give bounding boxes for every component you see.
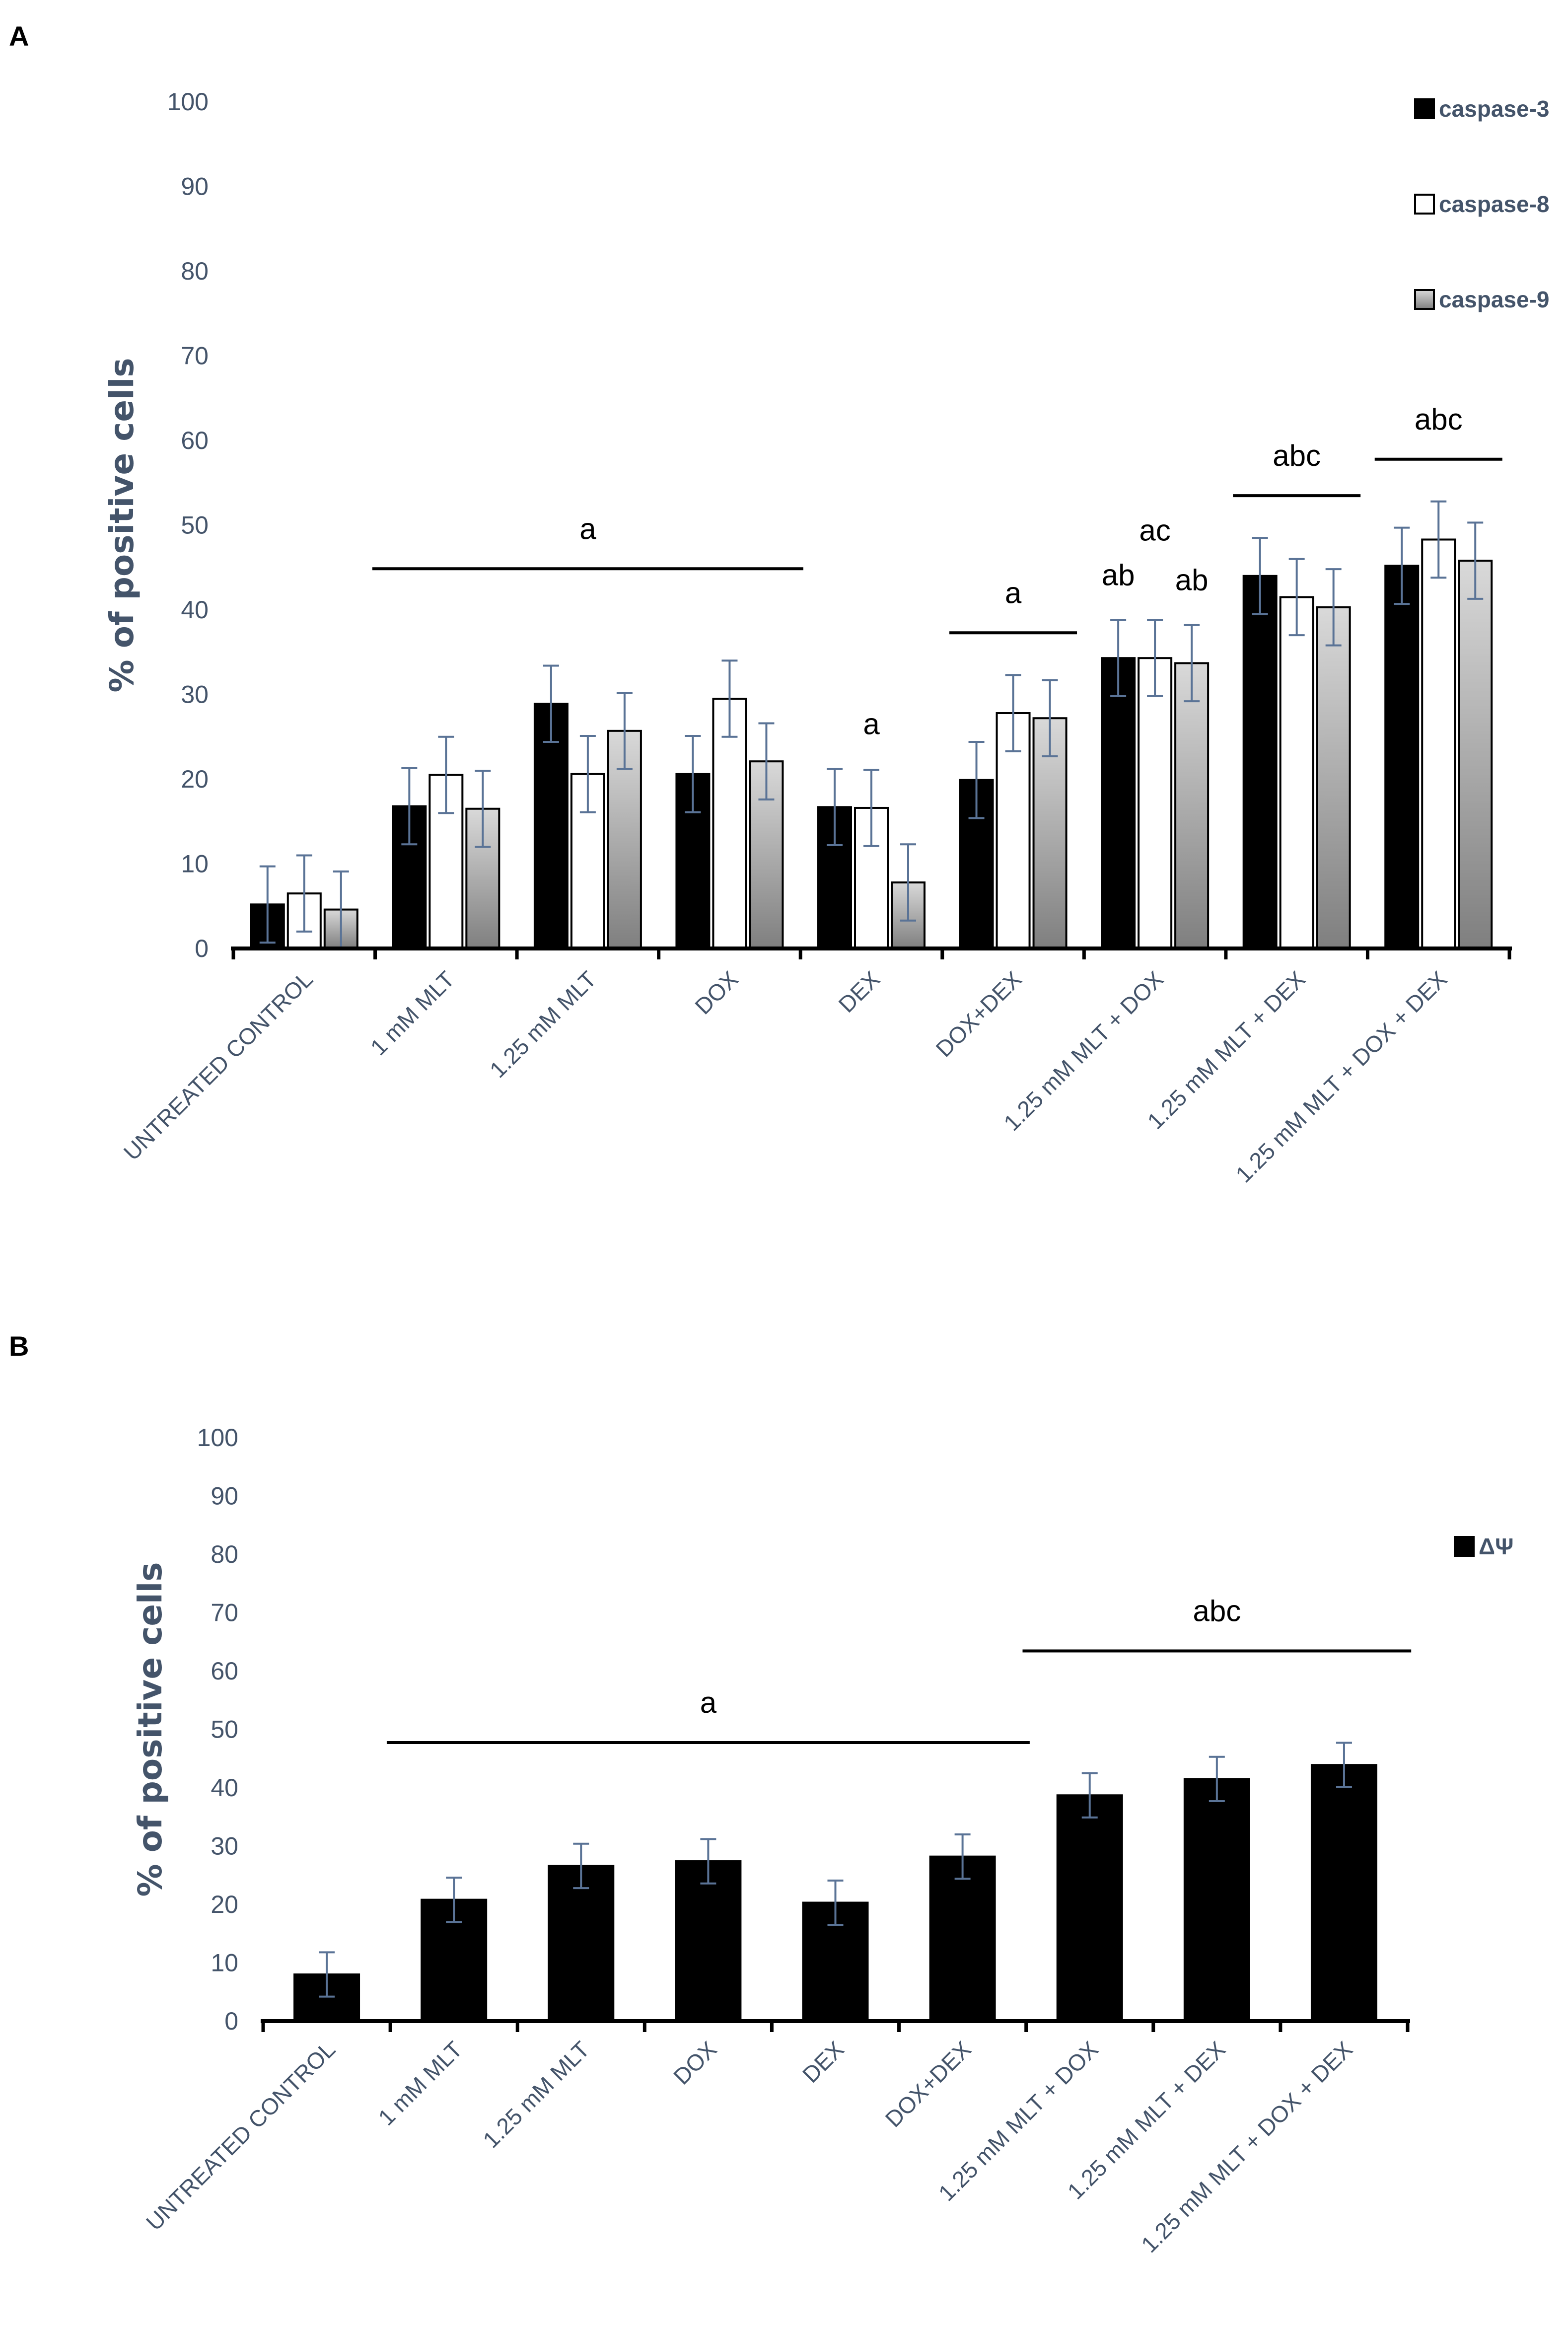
legend-label: caspase-8 <box>1439 191 1550 217</box>
bar-caspase-8-1-25-mm-mlt-dox <box>1138 657 1173 950</box>
legend-swatch- <box>1454 1536 1475 1557</box>
y-tick-label: 50 <box>181 511 209 539</box>
legend-label: caspase-9 <box>1439 287 1550 312</box>
significance-label: a <box>863 708 880 741</box>
y-tick-label: 60 <box>211 1657 238 1685</box>
bar-caspase-3-1-25-mm-mlt-dex <box>1242 575 1278 950</box>
x-tick-label-1-mm-mlt: 1 mM MLT <box>365 966 460 1060</box>
x-tick-label-1-25-mm-mlt: 1.25 mM MLT <box>478 2036 594 2153</box>
significance-label: a <box>579 512 596 545</box>
y-tick-label: 0 <box>195 935 209 962</box>
y-tick-label: 20 <box>211 1891 238 1918</box>
y-tick-label: 40 <box>181 596 209 624</box>
significance-label: ab <box>1175 564 1209 597</box>
significance-label: ac <box>1139 513 1170 547</box>
chart-panel-a: 0 10 20 30 40 50 60 70 80 90 100 % of positive cell… <box>103 88 1550 1187</box>
bar--1-25-mm-mlt <box>548 1865 615 2022</box>
bar-caspase-3-1-25-mm-mlt <box>533 703 569 949</box>
y-tick-label: 60 <box>181 427 209 454</box>
legend-swatch-caspase-8 <box>1414 194 1435 215</box>
bar-caspase-3-1-25-mm-mlt-dox-dex <box>1384 565 1420 949</box>
y-tick-label: 80 <box>181 257 209 285</box>
bar--dox-dex <box>929 1855 996 2022</box>
bar-caspase-9-1-25-mm-mlt-dox-dex <box>1458 560 1493 949</box>
x-tick-label-dox-dex: DOX+DEX <box>880 2036 976 2132</box>
x-tick-label-1-25-mm-mlt-dox-dex: 1.25 mM MLT + DOX + DEX <box>1136 2036 1357 2258</box>
legend-swatch-caspase-9 <box>1414 289 1435 310</box>
y-tick-label: 50 <box>211 1716 238 1744</box>
significance-label: a <box>1005 576 1022 609</box>
x-tick-label-dox-dex: DOX+DEX <box>930 966 1026 1062</box>
y-tick-label: 30 <box>211 1832 238 1860</box>
x-tick-label-dex: DEX <box>797 2036 849 2088</box>
x-tick-label-untreated-control: UNTREATED CONTROL <box>141 2036 340 2235</box>
bar--1-25-mm-mlt-dex <box>1183 1778 1250 2022</box>
y-tick-label: 90 <box>211 1482 238 1510</box>
y-tick-label: 20 <box>181 765 209 793</box>
y-tick-label: 30 <box>181 681 209 709</box>
y-tick-label: 70 <box>211 1599 238 1627</box>
x-tick-label-1-mm-mlt: 1 mM MLT <box>373 2036 467 2130</box>
significance-label: abc <box>1273 439 1321 472</box>
legend-label: ΔΨ <box>1479 1533 1513 1559</box>
bar--1-25-mm-mlt-dox-dex <box>1310 1764 1377 2023</box>
bar--dox <box>675 1860 742 2023</box>
x-tick-label-1-25-mm-mlt: 1.25 mM MLT <box>485 966 601 1083</box>
x-tick-label-dox: DOX <box>668 2036 721 2089</box>
legend-swatch-caspase-3 <box>1414 98 1435 119</box>
bar-caspase-3-dox-dex <box>959 779 994 949</box>
significance-label: abc <box>1193 1595 1241 1628</box>
bar-caspase-9-1-25-mm-mlt-dox <box>1174 662 1210 950</box>
y-tick-label: 100 <box>197 1424 238 1452</box>
significance-label: abc <box>1415 403 1463 436</box>
significance-label: ab <box>1102 558 1135 591</box>
x-tick-label-1-25-mm-mlt-dex: 1.25 mM MLT + DEX <box>1142 966 1310 1134</box>
bar-caspase-8-1-25-mm-mlt-dox-dex <box>1421 538 1456 949</box>
legend-label: caspase-3 <box>1439 96 1550 122</box>
bar--1-25-mm-mlt-dox <box>1056 1794 1123 2022</box>
bar-caspase-9-1-25-mm-mlt-dex <box>1316 606 1351 949</box>
chart-panel-b: 0 10 20 30 40 50 60 70 80 90 100 % of positive cell… <box>131 1424 1513 2258</box>
bar-caspase-3-1-25-mm-mlt-dox <box>1101 657 1136 950</box>
y-tick-label: 70 <box>181 342 209 370</box>
y-tick-label: 10 <box>211 1949 238 1977</box>
y-tick-label: 90 <box>181 173 209 201</box>
x-tick-label-untreated-control: UNTREATED CONTROL <box>119 966 318 1165</box>
y-tick-label: 40 <box>211 1774 238 1802</box>
y-tick-label: 0 <box>224 2007 238 2035</box>
bar-caspase-8-1-25-mm-mlt-dex <box>1279 596 1314 950</box>
panel-label-b: B <box>9 1330 29 1362</box>
y-tick-label: 80 <box>211 1540 238 1568</box>
y-tick-label: 100 <box>167 88 209 116</box>
y-axis-label: % of positive cells <box>131 1562 169 1897</box>
y-tick-label: 10 <box>181 850 209 878</box>
x-tick-label-dex: DEX <box>833 966 885 1018</box>
x-tick-label-1-25-mm-mlt-dox: 1.25 mM MLT + DOX <box>998 966 1168 1136</box>
y-axis-label: % of positive cells <box>103 358 141 693</box>
x-tick-label-dox: DOX <box>690 966 743 1019</box>
significance-label: a <box>700 1686 717 1719</box>
panel-label-a: A <box>9 20 29 52</box>
